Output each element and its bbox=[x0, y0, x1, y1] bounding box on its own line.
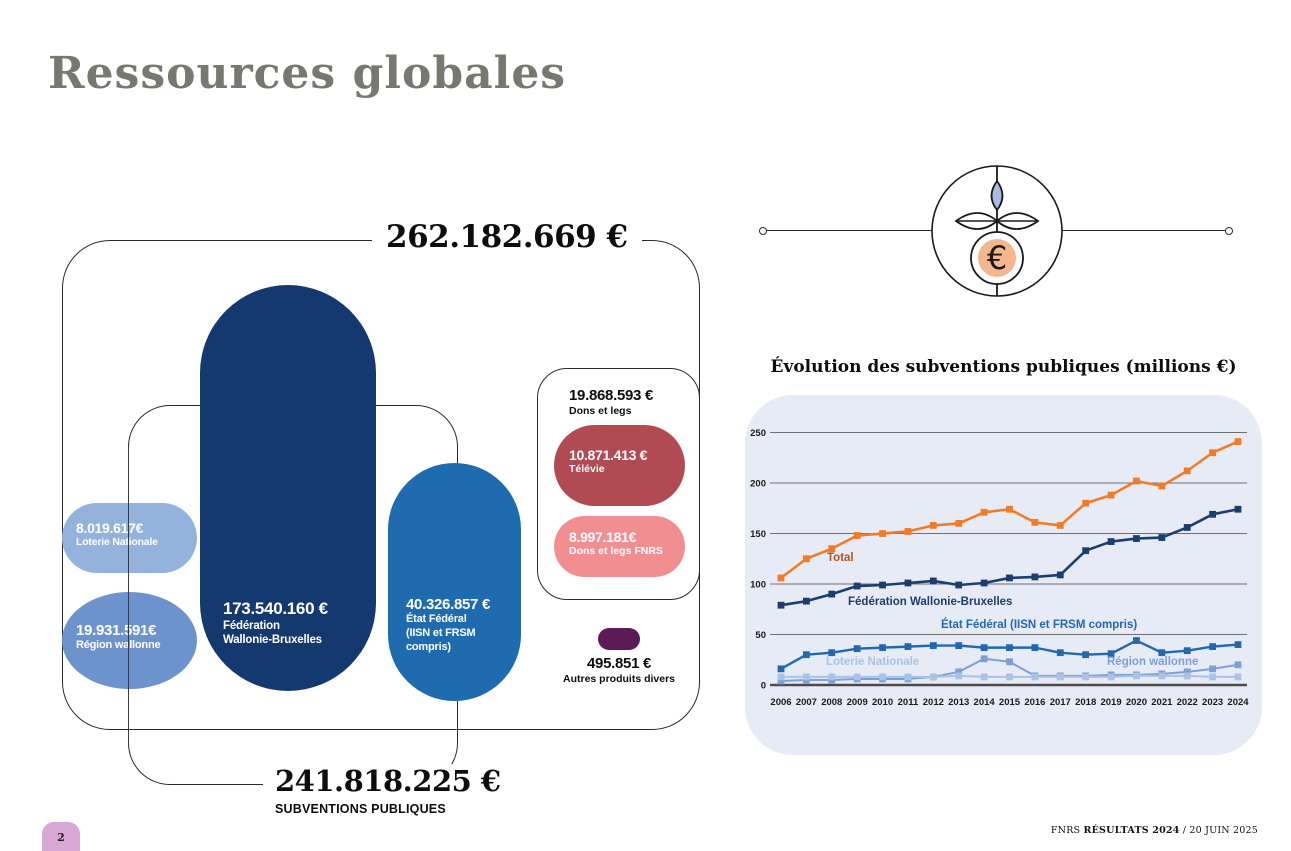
total-resources-value: 262.182.669 € bbox=[372, 219, 642, 255]
loterie-value: 8.019.617€ bbox=[76, 520, 144, 536]
svg-text:2012: 2012 bbox=[923, 697, 944, 708]
svg-text:Total: Total bbox=[827, 552, 854, 564]
subventions-label: SUBVENTIONS PUBLIQUES bbox=[275, 802, 446, 816]
svg-text:2020: 2020 bbox=[1126, 697, 1147, 708]
loterie-label: Loterie Nationale bbox=[76, 536, 158, 548]
bubble-region-wallonne: 19.931.591€ Région wallonne bbox=[62, 592, 197, 689]
divider-end-dot-left bbox=[759, 226, 767, 235]
svg-text:2021: 2021 bbox=[1151, 697, 1173, 708]
dons-label: Dons et legs bbox=[569, 405, 632, 417]
fwb-label: Fédération Wallonie-Bruxelles bbox=[223, 620, 322, 647]
subventions-publiques-total: 241.818.225 € SUBVENTIONS PUBLIQUES bbox=[263, 764, 513, 816]
chart-panel: 0 50 100 150 200 250 2006 2007 2008 2009 2010 2011 2… bbox=[745, 395, 1262, 755]
svg-text:250: 250 bbox=[750, 428, 766, 439]
svg-text:2024: 2024 bbox=[1227, 697, 1249, 708]
televie-value: 10.871.413 € bbox=[569, 447, 648, 463]
line-chart: 0 50 100 150 200 250 2006 2007 2008 2009 2010 2011 2… bbox=[750, 428, 1249, 708]
svg-text:2011: 2011 bbox=[898, 697, 919, 708]
svg-text:2007: 2007 bbox=[796, 697, 817, 708]
footer-text: FNRS RÉSULTATS 2024 / 20 JUIN 2025 bbox=[1050, 825, 1258, 836]
svg-text:2009: 2009 bbox=[847, 697, 868, 708]
bubble-loterie-nationale: 8.019.617€ Loterie Nationale bbox=[62, 503, 197, 573]
svg-text:Fédération Wallonie-Bruxelles: Fédération Wallonie-Bruxelles bbox=[848, 596, 1012, 608]
dons-value: 19.868.593 € bbox=[569, 387, 653, 404]
fnrs-value: 8.997.181€ bbox=[569, 529, 637, 545]
subventions-value: 241.818.225 € bbox=[275, 764, 501, 798]
autres-produits-pill bbox=[598, 628, 640, 650]
bubble-etat-federal: 40.326.857 € État Fédéral (IISN et FRSM … bbox=[388, 463, 521, 701]
svg-text:2022: 2022 bbox=[1177, 697, 1198, 708]
svg-text:2017: 2017 bbox=[1050, 697, 1071, 708]
svg-text:2010: 2010 bbox=[872, 697, 893, 708]
autres-produits-text: 495.851 € Autres produits divers bbox=[538, 655, 700, 685]
svg-text:2006: 2006 bbox=[770, 697, 791, 708]
page-title: Ressources globales bbox=[48, 48, 567, 99]
region-label: Région wallonne bbox=[76, 639, 161, 651]
etat-label: État Fédéral (IISN et FRSM compris) bbox=[406, 613, 476, 653]
autres-value: 495.851 € bbox=[586, 655, 652, 672]
page-number-tab: 2 bbox=[42, 822, 80, 851]
svg-text:Région wallonne: Région wallonne bbox=[1107, 656, 1198, 668]
svg-text:200: 200 bbox=[750, 479, 766, 490]
svg-text:€: € bbox=[987, 239, 1007, 277]
svg-text:État Fédéral (IISN et FRSM com: État Fédéral (IISN et FRSM compris) bbox=[941, 618, 1137, 631]
svg-text:2013: 2013 bbox=[948, 697, 969, 708]
bubble-federation-wallonie-bruxelles: 173.540.160 € Fédération Wallonie-Bruxel… bbox=[200, 285, 376, 691]
region-value: 19.931.591€ bbox=[76, 622, 157, 639]
svg-text:2023: 2023 bbox=[1202, 697, 1223, 708]
svg-text:2014: 2014 bbox=[974, 697, 996, 708]
svg-text:2016: 2016 bbox=[1024, 697, 1045, 708]
divider-end-dot-right bbox=[1225, 226, 1233, 235]
svg-text:2019: 2019 bbox=[1100, 697, 1121, 708]
fnrs-label: Dons et legs FNRS bbox=[569, 545, 663, 557]
televie-label: Télévie bbox=[569, 463, 605, 475]
connector-line bbox=[128, 447, 130, 743]
dons-et-legs-box: 19.868.593 € Dons et legs 10.871.413 € T… bbox=[537, 368, 700, 600]
svg-text:2018: 2018 bbox=[1075, 697, 1096, 708]
etat-value: 40.326.857 € bbox=[406, 596, 490, 613]
svg-text:Loterie Nationale: Loterie Nationale bbox=[826, 656, 919, 668]
fwb-value: 173.540.160 € bbox=[223, 599, 328, 618]
plant-euro-icon: € bbox=[931, 165, 1063, 297]
svg-text:2015: 2015 bbox=[999, 697, 1021, 708]
svg-text:100: 100 bbox=[750, 580, 766, 591]
bubble-dons-legs-fnrs: 8.997.181€ Dons et legs FNRS bbox=[554, 516, 685, 577]
svg-text:150: 150 bbox=[750, 529, 766, 540]
svg-text:50: 50 bbox=[755, 630, 766, 641]
chart-title: Évolution des subventions publiques (mil… bbox=[770, 357, 1237, 377]
svg-text:2008: 2008 bbox=[821, 697, 842, 708]
bubble-televie: 10.871.413 € Télévie bbox=[554, 425, 685, 506]
autres-label: Autres produits divers bbox=[562, 673, 676, 685]
svg-text:0: 0 bbox=[761, 681, 766, 692]
